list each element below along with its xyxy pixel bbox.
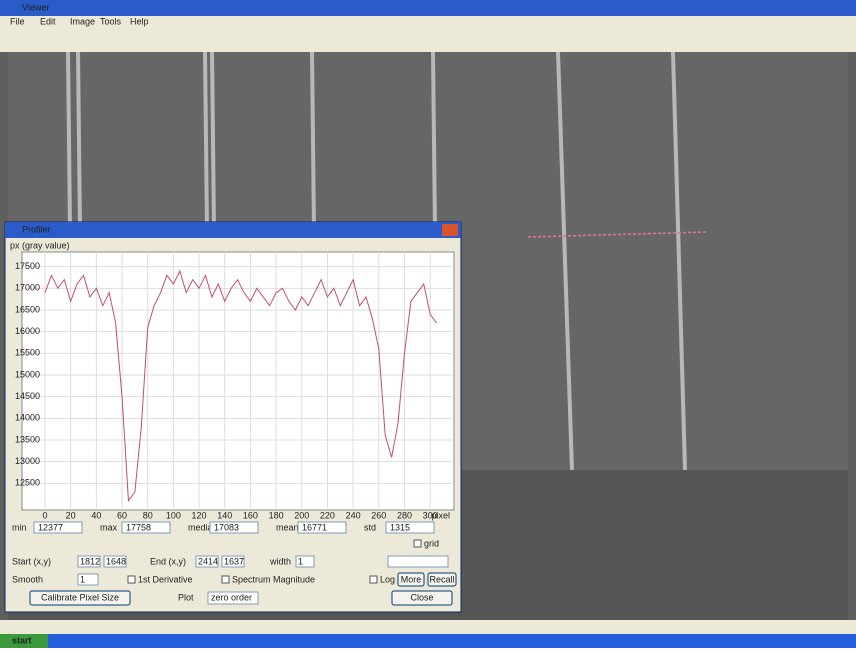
start-text: start (12, 635, 32, 645)
menu-item: File (10, 16, 25, 26)
stat-value: 16771 (302, 522, 327, 532)
x-tick-label: 160 (243, 510, 258, 520)
x-tick-label: 20 (66, 510, 76, 520)
end-label: End (x,y) (150, 556, 186, 566)
window-title: Viewer (22, 2, 49, 12)
log-y-checkbox[interactable] (370, 576, 377, 583)
y-tick-label: 14000 (15, 413, 40, 423)
x-tick-label: 60 (117, 510, 127, 520)
menu-item: Tools (100, 16, 122, 26)
stat-label: max (100, 522, 118, 532)
stat-label: min (12, 522, 27, 532)
x-axis-label: pixel (431, 510, 450, 520)
stat-label: std (364, 522, 376, 532)
plot-area (22, 252, 454, 510)
spectrum-label: Spectrum Magnitude (232, 574, 315, 584)
more-label: More (401, 574, 422, 584)
x-tick-label: 40 (91, 510, 101, 520)
menu-item: Image (70, 16, 95, 26)
title-bar (0, 0, 856, 16)
y-tick-label: 16500 (15, 304, 40, 314)
y-tick-label: 13500 (15, 434, 40, 444)
calibrate-label: Calibrate Pixel Size (41, 592, 119, 602)
grid-label: grid (424, 538, 439, 548)
y-tick-label: 16000 (15, 326, 40, 336)
stat-label: mean (276, 522, 299, 532)
derivative-checkbox[interactable] (128, 576, 135, 583)
plot-mode: zero order (211, 592, 252, 602)
stat-value: 1315 (390, 522, 410, 532)
y-tick-label: 12500 (15, 478, 40, 488)
end-value: 2414 (198, 556, 218, 566)
x-tick-label: 240 (346, 510, 361, 520)
width-value: 1 (298, 556, 303, 566)
smooth-label: Smooth (12, 574, 43, 584)
stat-value: 12377 (38, 522, 63, 532)
y-tick-label: 17500 (15, 261, 40, 271)
plot-label: Plot (178, 592, 194, 602)
x-tick-label: 120 (192, 510, 207, 520)
close-label: Close (410, 592, 433, 602)
unused-input[interactable] (388, 556, 448, 567)
y-tick-label: 15500 (15, 348, 40, 358)
smooth-value: 1 (80, 574, 85, 584)
menu-item: Help (130, 16, 149, 26)
y-tick-label: 14500 (15, 391, 40, 401)
grid-checkbox[interactable] (414, 540, 421, 547)
dialog-close-button[interactable] (442, 224, 458, 236)
x-tick-label: 80 (143, 510, 153, 520)
start-label: Start (x,y) (12, 556, 51, 566)
menu-item: Edit (40, 16, 56, 26)
y-tick-label: 15000 (15, 369, 40, 379)
stat-value: 17758 (126, 522, 151, 532)
width-label: width (269, 556, 291, 566)
end-value: 1637 (224, 556, 244, 566)
dialog-title: Profiler (22, 224, 51, 234)
x-tick-label: 220 (320, 510, 335, 520)
status-bar (0, 620, 856, 634)
dialog-title-bar (5, 222, 461, 238)
start-value: 1648 (106, 556, 126, 566)
y-tick-label: 13000 (15, 456, 40, 466)
y-axis-label: px (gray value) (10, 240, 70, 250)
recall-label: Recall (429, 574, 454, 584)
y-tick-label: 17000 (15, 283, 40, 293)
x-tick-label: 0 (42, 510, 47, 520)
x-tick-label: 200 (294, 510, 309, 520)
taskbar (0, 634, 856, 648)
x-tick-label: 280 (397, 510, 412, 520)
stat-value: 17083 (214, 522, 239, 532)
x-tick-label: 100 (166, 510, 181, 520)
start-value: 1812 (80, 556, 100, 566)
x-tick-label: 260 (371, 510, 386, 520)
x-tick-label: 140 (217, 510, 232, 520)
toolbar (0, 16, 856, 52)
screen: Viewer File Edit Image Tools Help Profiler px (… (0, 0, 856, 648)
spectrum-checkbox[interactable] (222, 576, 229, 583)
x-tick-label: 180 (269, 510, 284, 520)
derivative-label: 1st Derivative (138, 574, 193, 584)
